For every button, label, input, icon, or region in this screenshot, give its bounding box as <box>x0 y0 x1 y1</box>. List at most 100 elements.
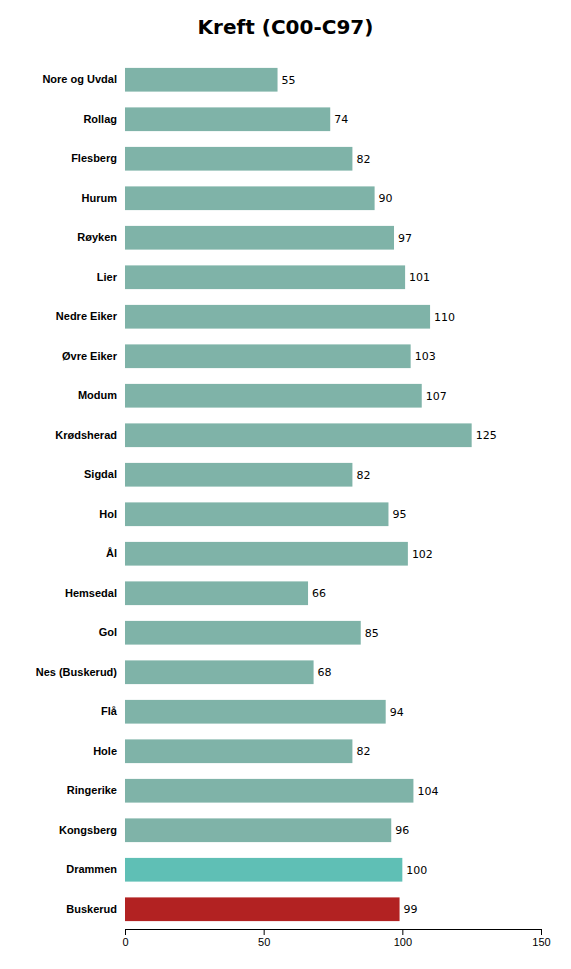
bar <box>125 739 352 763</box>
y-tick-label: Flå <box>101 705 118 717</box>
y-axis: Nore og Uvdal Rollag Flesberg Hurum Røyken Li… <box>36 73 118 915</box>
data-label: 82 <box>356 153 370 166</box>
y-tick-label: Kongsberg <box>59 824 117 836</box>
plot: 0 50 100 150 Nore og Uvdal Rollag Flesberg Huru… <box>36 68 551 948</box>
bar <box>125 621 361 645</box>
y-tick-label: Øvre Eiker <box>62 350 118 362</box>
y-tick-label: Rollag <box>83 113 117 125</box>
data-label: 103 <box>415 350 436 363</box>
x-axis: 0 50 100 150 <box>122 929 550 948</box>
bar <box>125 897 400 921</box>
bar <box>125 502 388 526</box>
y-tick-label: Nore og Uvdal <box>42 73 117 85</box>
x-tick: 100 <box>394 929 412 948</box>
y-tick: Nes (Buskerud) <box>36 666 118 678</box>
data-label: 100 <box>406 864 427 877</box>
data-label: 66 <box>312 587 326 600</box>
y-tick: Kongsberg <box>59 824 117 836</box>
bar <box>125 344 411 368</box>
x-tick-label: 100 <box>394 936 412 948</box>
bar <box>125 226 394 250</box>
bar <box>125 818 391 842</box>
y-tick: Modum <box>78 389 117 401</box>
y-tick: Nedre Eiker <box>56 310 118 322</box>
y-tick-label: Hurum <box>82 192 118 204</box>
bar <box>125 542 408 566</box>
y-tick: Hole <box>93 745 117 757</box>
y-tick-label: Røyken <box>77 231 117 243</box>
y-tick: Flå <box>101 705 118 717</box>
data-label: 82 <box>356 745 370 758</box>
data-label: 55 <box>282 74 296 87</box>
y-tick-label: Krødsherad <box>55 429 117 441</box>
bar <box>125 305 430 329</box>
y-tick: Krødsherad <box>55 429 117 441</box>
y-tick: Flesberg <box>71 152 117 164</box>
chart: Kreft (C00-C97) 0 50 100 150 Nore og Uvdal Rol… <box>0 0 571 969</box>
data-label: 107 <box>426 390 447 403</box>
data-label: 74 <box>334 113 348 126</box>
y-tick: Nore og Uvdal <box>42 73 117 85</box>
bar <box>125 147 352 171</box>
y-tick-label: Modum <box>78 389 117 401</box>
y-tick-label: Buskerud <box>66 903 117 915</box>
x-axis-line <box>126 930 542 936</box>
x-tick-label: 0 <box>122 936 128 948</box>
bar <box>125 265 405 289</box>
bar <box>125 384 422 408</box>
x-tick-mark <box>541 929 542 935</box>
data-label: 85 <box>365 627 379 640</box>
y-tick: Ringerike <box>67 784 117 796</box>
bar <box>125 581 308 605</box>
data-label: 94 <box>390 706 404 719</box>
data-labels: 55 74 82 90 97 101 110 103 107 125 82 95 102 66 85 68 94… <box>282 74 497 917</box>
bar <box>125 107 330 131</box>
data-label: 99 <box>404 903 418 916</box>
x-tick-label: 50 <box>258 936 270 948</box>
y-tick: Ål <box>106 547 117 559</box>
bar <box>125 423 472 447</box>
y-tick-label: Drammen <box>66 863 117 875</box>
y-tick: Lier <box>97 271 118 283</box>
x-tick-label: 150 <box>532 936 550 948</box>
y-tick-label: Hole <box>93 745 117 757</box>
title: Kreft (C00-C97) <box>198 15 374 39</box>
bar <box>125 858 402 882</box>
data-label: 125 <box>476 429 497 442</box>
x-tick: 0 <box>122 929 128 948</box>
y-tick-label: Sigdal <box>84 468 117 480</box>
y-tick-label: Lier <box>97 271 118 283</box>
y-tick: Øvre Eiker <box>62 350 118 362</box>
data-label: 90 <box>379 192 393 205</box>
y-tick: Hemsedal <box>65 587 117 599</box>
data-label: 101 <box>409 271 430 284</box>
y-tick: Sigdal <box>84 468 117 480</box>
bar <box>125 68 278 92</box>
y-tick: Buskerud <box>66 903 117 915</box>
y-tick-label: Hol <box>99 508 117 520</box>
data-label: 102 <box>412 548 433 561</box>
y-tick-label: Ringerike <box>67 784 117 796</box>
y-tick: Rollag <box>83 113 117 125</box>
x-tick-mark <box>125 929 126 935</box>
y-tick: Gol <box>99 626 117 638</box>
y-tick: Drammen <box>66 863 117 875</box>
x-tick: 150 <box>532 929 550 948</box>
data-label: 96 <box>395 824 409 837</box>
bars <box>125 68 472 921</box>
data-label: 68 <box>318 666 332 679</box>
y-tick-label: Nes (Buskerud) <box>36 666 118 678</box>
y-tick-label: Hemsedal <box>65 587 117 599</box>
data-label: 95 <box>392 508 406 521</box>
bar <box>125 660 314 684</box>
y-tick-label: Gol <box>99 626 117 638</box>
x-tick-mark <box>402 929 403 935</box>
bar <box>125 700 386 724</box>
bar <box>125 463 352 487</box>
data-label: 82 <box>356 469 370 482</box>
y-tick: Hol <box>99 508 117 520</box>
y-tick: Røyken <box>77 231 117 243</box>
data-label: 110 <box>434 311 455 324</box>
data-label: 97 <box>398 232 412 245</box>
bar <box>125 186 375 210</box>
